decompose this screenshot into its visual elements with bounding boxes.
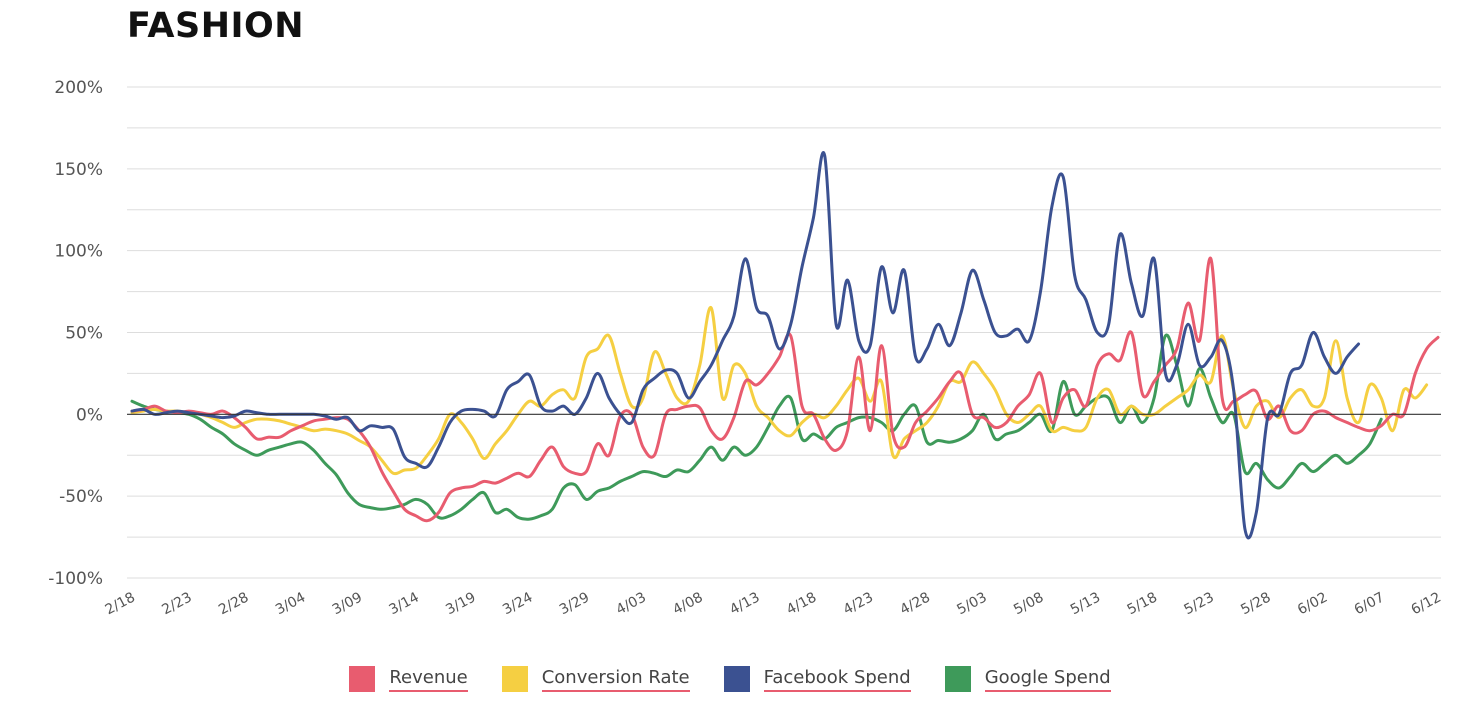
- series-line-revenue: [130, 256, 1440, 523]
- x-tick-label: 2/18: [103, 589, 138, 618]
- series-line-conversion-rate: [130, 306, 1429, 476]
- x-tick-label: 4/08: [670, 589, 705, 618]
- x-tick-label: 2/23: [159, 589, 194, 618]
- y-tick-label: 50%: [65, 324, 103, 344]
- x-tick-label: 4/28: [898, 589, 933, 618]
- x-tick-label: 5/13: [1068, 589, 1103, 618]
- x-tick-label: 3/24: [500, 589, 535, 618]
- legend-item-revenue[interactable]: Revenue: [349, 666, 468, 692]
- y-tick-label: -50%: [59, 487, 103, 507]
- y-tick-label: -100%: [48, 569, 103, 589]
- x-tick-label: 4/23: [841, 589, 876, 618]
- chart-title: FASHION: [127, 6, 305, 46]
- x-tick-label: 4/03: [614, 589, 649, 618]
- legend-label: Conversion Rate: [541, 667, 690, 692]
- y-tick-label: 100%: [54, 242, 103, 262]
- legend-swatch: [723, 666, 750, 692]
- x-tick-label: 4/13: [727, 589, 762, 618]
- x-tick-label: 3/09: [330, 589, 365, 618]
- series-line-google-spend: [130, 333, 1383, 521]
- x-tick-label: 6/07: [1352, 589, 1387, 618]
- x-tick-label: 5/28: [1238, 589, 1273, 618]
- legend-label: Google Spend: [984, 667, 1111, 692]
- legend-swatch: [349, 666, 376, 692]
- chart-legend: Revenue Conversion Rate Facebook Spend Goog…: [0, 666, 1460, 692]
- x-tick-label: 5/23: [1181, 589, 1216, 618]
- legend-label: Facebook Spend: [763, 667, 911, 692]
- x-tick-label: 3/19: [443, 589, 478, 618]
- x-tick-label: 5/08: [1011, 589, 1046, 618]
- legend-item-google-spend[interactable]: Google Spend: [944, 666, 1111, 692]
- line-chart: 200% 150% 100% 50% 0% -50% -100%2/18 2/23 2/28 3/…: [48, 78, 1444, 618]
- legend-swatch: [501, 666, 528, 692]
- y-tick-label: 200%: [54, 78, 103, 98]
- x-tick-label: 3/14: [387, 589, 422, 618]
- legend-item-facebook-spend[interactable]: Facebook Spend: [723, 666, 911, 692]
- legend-label: Revenue: [389, 667, 468, 692]
- x-tick-label: 3/04: [273, 589, 308, 618]
- x-tick-label: 5/18: [1125, 589, 1160, 618]
- legend-item-conversion-rate[interactable]: Conversion Rate: [501, 666, 690, 692]
- legend-swatch: [944, 666, 971, 692]
- x-tick-label: 4/18: [784, 589, 819, 618]
- x-tick-label: 6/02: [1295, 589, 1330, 618]
- x-tick-label: 6/12: [1409, 589, 1444, 618]
- y-tick-label: 150%: [54, 160, 103, 180]
- x-tick-label: 2/28: [216, 589, 251, 618]
- x-tick-label: 3/29: [557, 589, 592, 618]
- y-tick-label: 0%: [76, 405, 103, 425]
- series-line-facebook-spend: [130, 151, 1360, 540]
- x-tick-label: 5/03: [954, 589, 989, 618]
